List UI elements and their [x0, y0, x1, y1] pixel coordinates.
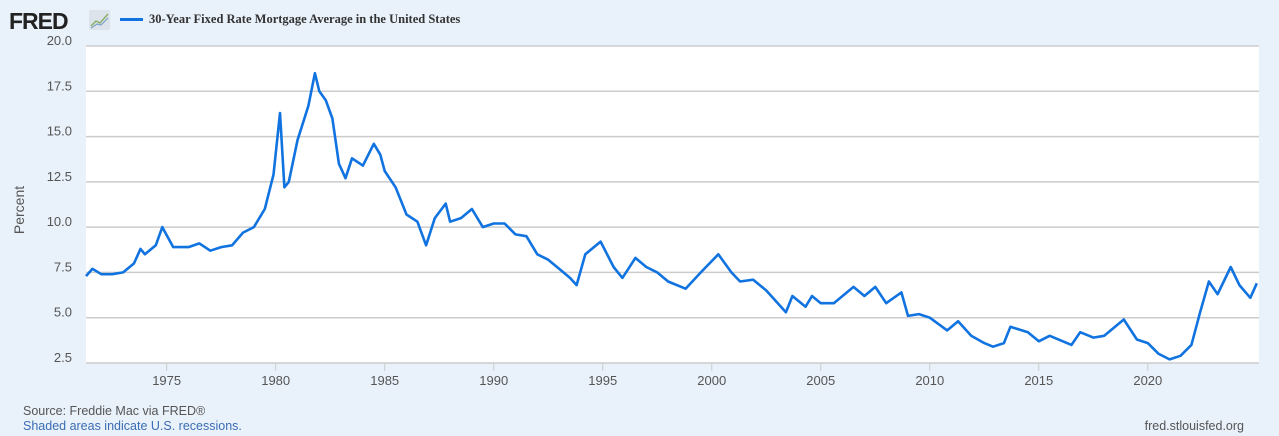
- y-tick-label: 12.5: [47, 169, 72, 184]
- y-axis-label: Percent: [11, 186, 27, 234]
- x-tick-label: 2015: [1024, 373, 1053, 388]
- plot-area: [86, 46, 1259, 363]
- fred-logo[interactable]: FRED: [9, 8, 69, 34]
- legend: 30-Year Fixed Rate Mortgage Average in t…: [120, 12, 460, 27]
- fred-url[interactable]: fred.stlouisfed.org: [1144, 419, 1244, 433]
- y-tick-label: 10.0: [47, 214, 72, 229]
- x-tick-label: 2000: [697, 373, 726, 388]
- x-tick-label: 1985: [370, 373, 399, 388]
- line-chart-icon: [89, 10, 110, 30]
- x-tick-label: 1975: [152, 373, 181, 388]
- y-tick-label: 15.0: [47, 124, 72, 139]
- y-tick-label: 7.5: [54, 259, 72, 274]
- y-tick-label: 20.0: [47, 33, 72, 48]
- source-note: Source: Freddie Mac via FRED®: [23, 404, 206, 418]
- legend-swatch: [120, 18, 143, 21]
- x-tick-label: 2020: [1133, 373, 1162, 388]
- x-tick-label: 2010: [915, 373, 944, 388]
- legend-label: 30-Year Fixed Rate Mortgage Average in t…: [149, 12, 461, 26]
- y-tick-label: 17.5: [47, 78, 72, 93]
- y-tick-label: 2.5: [54, 350, 72, 365]
- x-tick-label: 1990: [479, 373, 508, 388]
- x-tick-label: 1980: [261, 373, 290, 388]
- y-tick-label: 5.0: [54, 305, 72, 320]
- x-tick-label: 1995: [588, 373, 617, 388]
- x-tick-label: 2005: [806, 373, 835, 388]
- recessions-note[interactable]: Shaded areas indicate U.S. recessions.: [23, 419, 242, 433]
- series-line: [85, 71, 1258, 361]
